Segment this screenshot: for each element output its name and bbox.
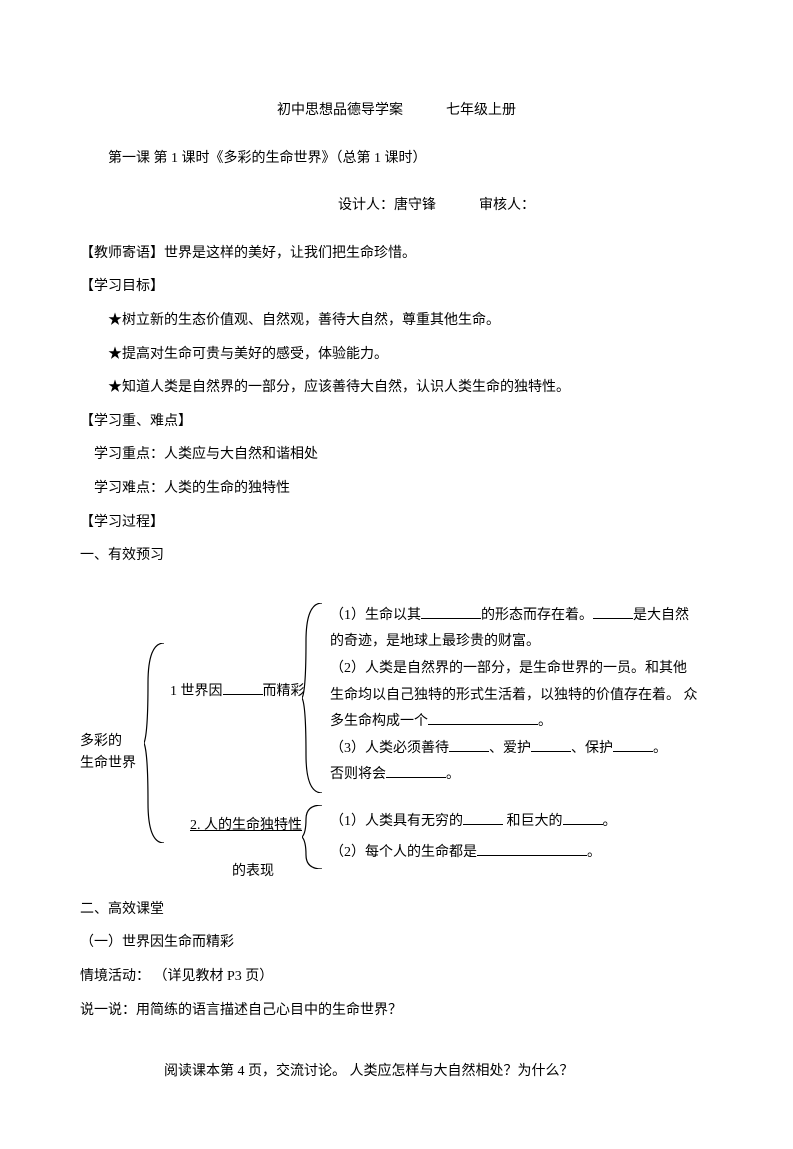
branch1-label: 1 世界因 而精彩 [170, 675, 305, 709]
teacher-msg-label: 【教师寄语】 [80, 246, 164, 261]
b1-item4: 否则将会 。 [330, 762, 700, 789]
designer-label: 设计人： [338, 198, 394, 213]
fill-blank[interactable] [223, 680, 263, 695]
goal-label: 【学习目标】 [80, 270, 713, 304]
brace-icon [302, 603, 326, 793]
b2-item1: （1）人类具有无穷的 和巨大的 。 [330, 807, 700, 838]
b1-4a: 否则将会 [330, 767, 386, 782]
goal-3: ★知道人类是自然界的一部分，应该善待大自然，认识人类生命的独特性。 [80, 371, 713, 405]
fill-blank[interactable] [421, 604, 481, 619]
teacher-msg: 世界是这样的美好，让我们把生命珍惜。 [164, 246, 416, 261]
lesson-line: 第一课 第 1 课时《多彩的生命世界》（总第 1 课时） [80, 142, 713, 176]
branch2-label: 2. 人的生命独特性 [190, 815, 302, 837]
fill-blank[interactable] [613, 737, 653, 752]
b2-1c: 。 [603, 814, 617, 829]
fill-blank[interactable] [463, 810, 503, 825]
brace-icon [144, 643, 168, 843]
b2-item2: （2）每个人的生命都是 。 [330, 838, 700, 869]
fill-blank[interactable] [428, 710, 538, 725]
designer-name: 唐守锋 [394, 198, 436, 213]
title-right: 七年级上册 [446, 103, 516, 118]
b1-3c: 、保护 [571, 741, 613, 756]
fill-blank[interactable] [477, 841, 587, 856]
branch2-body: （1）人类具有无穷的 和巨大的。 （2）每个人的生命都是。 [330, 807, 700, 869]
page-root: 初中思想品德导学案 七年级上册 第一课 第 1 课时《多彩的生命世界》（总第 1… [0, 0, 793, 1149]
doc-title: 初中思想品德导学案 七年级上册 [80, 94, 713, 128]
focus-diff: 学习难点：人类的生命的独特性 [80, 472, 713, 506]
b1-2b: 。 [538, 714, 552, 729]
fill-blank[interactable] [449, 737, 489, 752]
process-label: 【学习过程】 [80, 506, 713, 540]
class-talk: 说一说：用简练的语言描述自己心目中的生命世界？ [80, 994, 713, 1028]
b2-1a: （1）人类具有无穷的 [330, 814, 463, 829]
teacher-msg-line: 【教师寄语】世界是这样的美好，让我们把生命珍惜。 [80, 237, 713, 271]
b2-1b: 和巨大的 [503, 814, 563, 829]
b1-head: 1 世界因 [170, 684, 223, 699]
branch1-body: （1）生命以其的形态而存在着。是大自然的奇迹，是地球上最珍贵的财富。 （2）人类… [330, 603, 700, 789]
b1-4b: 。 [446, 767, 460, 782]
designer-line: 设计人：唐守锋 审核人： [80, 189, 713, 223]
root-line1: 多彩的 [80, 734, 122, 749]
b1-3a: （3）人类必须善待 [330, 741, 449, 756]
reviewer-label: 审核人： [479, 198, 535, 213]
b2-2b: 。 [587, 845, 601, 860]
focus-label: 【学习重、难点】 [80, 405, 713, 439]
goal-1: ★树立新的生态价值观、自然观，善待大自然，尊重其他生命。 [80, 304, 713, 338]
class-read: 阅读课本第 4 页，交流讨论。 人类应怎样与大自然相处？为什么？ [80, 1055, 713, 1089]
b1-3d: 。 [653, 741, 667, 756]
b1-1b: 的形态而存在着。 [481, 608, 593, 623]
goal-2: ★提高对生命可贵与美好的感受，体验能力。 [80, 338, 713, 372]
class-section: 二、高效课堂 [80, 893, 713, 927]
branch2-sub: 的表现 [232, 855, 274, 889]
fill-blank[interactable] [563, 810, 603, 825]
outline-tree: 多彩的 生命世界 1 世界因而精彩 （1）生命以其的形态而存在着。是大自然的奇迹… [80, 603, 713, 883]
class-sub1: （一）世界因生命而精彩 [80, 926, 713, 960]
b1-item3: （3）人类必须善待 、爱护 、保护 。 [330, 736, 700, 763]
preclass: 一、有效预习 [80, 539, 713, 573]
b2-label-text: 2. 人的生命独特性 [190, 818, 302, 833]
b2-2a: （2）每个人的生命都是 [330, 845, 477, 860]
outline-root: 多彩的 生命世界 [80, 731, 136, 776]
focus-key: 学习重点：人类应与大自然和谐相处 [80, 438, 713, 472]
class-activity: 情境活动： （详见教材 P3 页） [80, 960, 713, 994]
fill-blank[interactable] [386, 763, 446, 778]
b1-3b: 、爱护 [489, 741, 531, 756]
fill-blank[interactable] [531, 737, 571, 752]
root-line2: 生命世界 [80, 756, 136, 771]
b1-1a: （1）生命以其 [330, 608, 421, 623]
title-left: 初中思想品德导学案 [277, 103, 403, 118]
fill-blank[interactable] [593, 604, 633, 619]
b1-item1: （1）生命以其的形态而存在着。是大自然的奇迹，是地球上最珍贵的财富。 [330, 603, 700, 656]
brace-icon [302, 805, 326, 869]
b1-tail: 而精彩 [263, 684, 305, 699]
b1-item2: （2）人类是自然界的一部分，是生命世界的一员。和其他生命均以自己独特的形式生活着… [330, 656, 700, 736]
